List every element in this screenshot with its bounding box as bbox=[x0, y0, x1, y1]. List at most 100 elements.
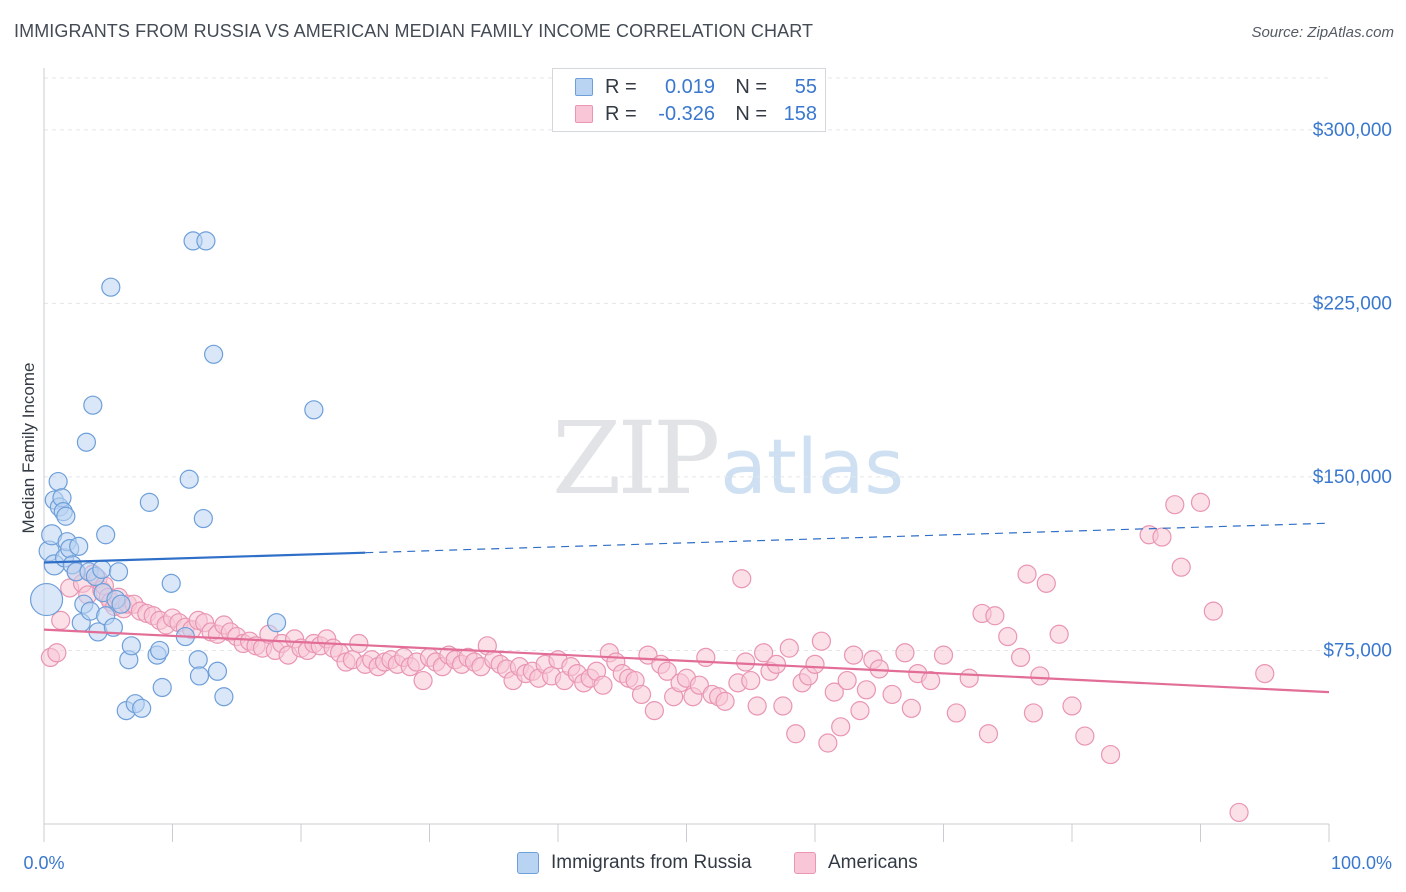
americans-point bbox=[786, 724, 806, 744]
americans-point bbox=[1036, 573, 1056, 593]
russia-point bbox=[207, 661, 228, 681]
russia-point bbox=[152, 677, 172, 698]
r-label: R = bbox=[605, 75, 637, 98]
americans-point bbox=[631, 684, 652, 705]
watermark-atlas: atlas bbox=[720, 422, 904, 511]
russia-trend-dashed bbox=[365, 522, 1330, 554]
americans-point bbox=[747, 696, 767, 716]
americans-point bbox=[1255, 663, 1275, 684]
americans-point bbox=[811, 631, 832, 651]
americans-swatch bbox=[575, 105, 593, 123]
americans-point bbox=[933, 645, 954, 665]
russia-point bbox=[29, 582, 64, 617]
americans-point bbox=[831, 717, 851, 737]
americans-point bbox=[985, 606, 1005, 626]
americans-point bbox=[715, 691, 735, 711]
americans-point bbox=[1152, 527, 1172, 547]
legend-row-russia: R = 0.019 N = 55 bbox=[575, 74, 817, 100]
americans-point bbox=[959, 668, 979, 688]
y-tick-label: $150,000 bbox=[1313, 467, 1392, 488]
russia-point bbox=[121, 636, 141, 656]
americans-point bbox=[741, 670, 761, 691]
n-value: 158 bbox=[783, 102, 817, 125]
americans-point bbox=[921, 670, 941, 691]
americans-point bbox=[895, 643, 915, 663]
axes bbox=[43, 68, 1330, 842]
americans-point bbox=[1190, 492, 1211, 512]
russia-point bbox=[69, 536, 89, 556]
americans-point bbox=[850, 701, 870, 721]
russia-point bbox=[132, 698, 152, 718]
russia-point bbox=[101, 277, 121, 297]
y-tick-label: $300,000 bbox=[1313, 120, 1392, 141]
americans-point bbox=[1203, 601, 1223, 621]
americans-point bbox=[882, 684, 902, 705]
americans-point bbox=[657, 661, 677, 681]
americans-point bbox=[736, 652, 756, 672]
russia-point bbox=[188, 650, 208, 670]
y-tick-label: $225,000 bbox=[1313, 293, 1392, 314]
americans-point bbox=[1100, 744, 1121, 765]
correlation-legend: R = 0.019 N = 55 R = -0.326 N = 158 bbox=[552, 68, 826, 132]
russia-legend-swatch bbox=[517, 852, 539, 874]
americans-point bbox=[856, 680, 877, 700]
americans-points bbox=[40, 492, 1275, 823]
americans-point bbox=[413, 670, 433, 691]
americans-point bbox=[843, 645, 864, 665]
russia-point bbox=[56, 506, 76, 526]
russia-point bbox=[48, 471, 68, 492]
russia-point bbox=[92, 559, 112, 580]
russia-point bbox=[214, 687, 234, 707]
americans-point bbox=[1229, 802, 1249, 823]
americans-point bbox=[837, 670, 857, 691]
americans-point bbox=[946, 703, 966, 723]
americans-point bbox=[1171, 557, 1191, 577]
n-label: N = bbox=[735, 102, 767, 125]
russia-point bbox=[189, 666, 210, 686]
bottom-legend-russia[interactable]: Immigrants from Russia bbox=[517, 852, 752, 874]
x-tick-label-min: 0.0% bbox=[23, 853, 64, 873]
russia-point bbox=[196, 231, 216, 251]
bottom-legend-americans[interactable]: Americans bbox=[794, 852, 918, 874]
russia-point bbox=[204, 344, 224, 364]
americans-point bbox=[998, 626, 1018, 647]
americans-point bbox=[689, 675, 709, 695]
legend-row-americans: R = -0.326 N = 158 bbox=[575, 101, 817, 127]
americans-point bbox=[1165, 495, 1185, 515]
americans-point bbox=[1023, 703, 1044, 723]
americans-point bbox=[753, 643, 774, 663]
americans-point bbox=[779, 638, 799, 658]
y-axis-title: Median Family Income bbox=[19, 362, 38, 533]
americans-point bbox=[696, 647, 716, 668]
americans-point bbox=[349, 633, 369, 654]
y-tick-label: $75,000 bbox=[1323, 640, 1392, 661]
americans-point bbox=[47, 643, 67, 663]
russia-point bbox=[83, 395, 103, 415]
russia-point bbox=[266, 613, 287, 633]
americans-point bbox=[1075, 726, 1095, 746]
americans-point bbox=[824, 682, 844, 702]
watermark-zip: ZIP bbox=[552, 400, 720, 517]
americans-legend-label: Americans bbox=[828, 852, 918, 873]
americans-point bbox=[773, 696, 793, 716]
russia-point bbox=[179, 469, 199, 489]
americans-point bbox=[732, 569, 752, 589]
americans-point bbox=[593, 675, 613, 695]
n-label: N = bbox=[735, 75, 767, 98]
russia-point bbox=[76, 432, 97, 452]
americans-legend-swatch bbox=[794, 852, 816, 874]
russia-point bbox=[161, 573, 181, 593]
russia-point bbox=[111, 594, 131, 614]
russia-trend-solid bbox=[43, 551, 366, 564]
americans-point bbox=[1010, 647, 1031, 668]
r-value: -0.326 bbox=[658, 102, 715, 125]
russia-swatch bbox=[575, 78, 593, 96]
russia-point bbox=[193, 508, 213, 529]
americans-point bbox=[1049, 624, 1069, 644]
americans-point bbox=[644, 701, 664, 721]
russia-point bbox=[96, 525, 116, 545]
trend-lines bbox=[43, 522, 1330, 694]
n-value: 55 bbox=[794, 75, 817, 98]
x-tick-label-max: 100.0% bbox=[1331, 853, 1392, 873]
